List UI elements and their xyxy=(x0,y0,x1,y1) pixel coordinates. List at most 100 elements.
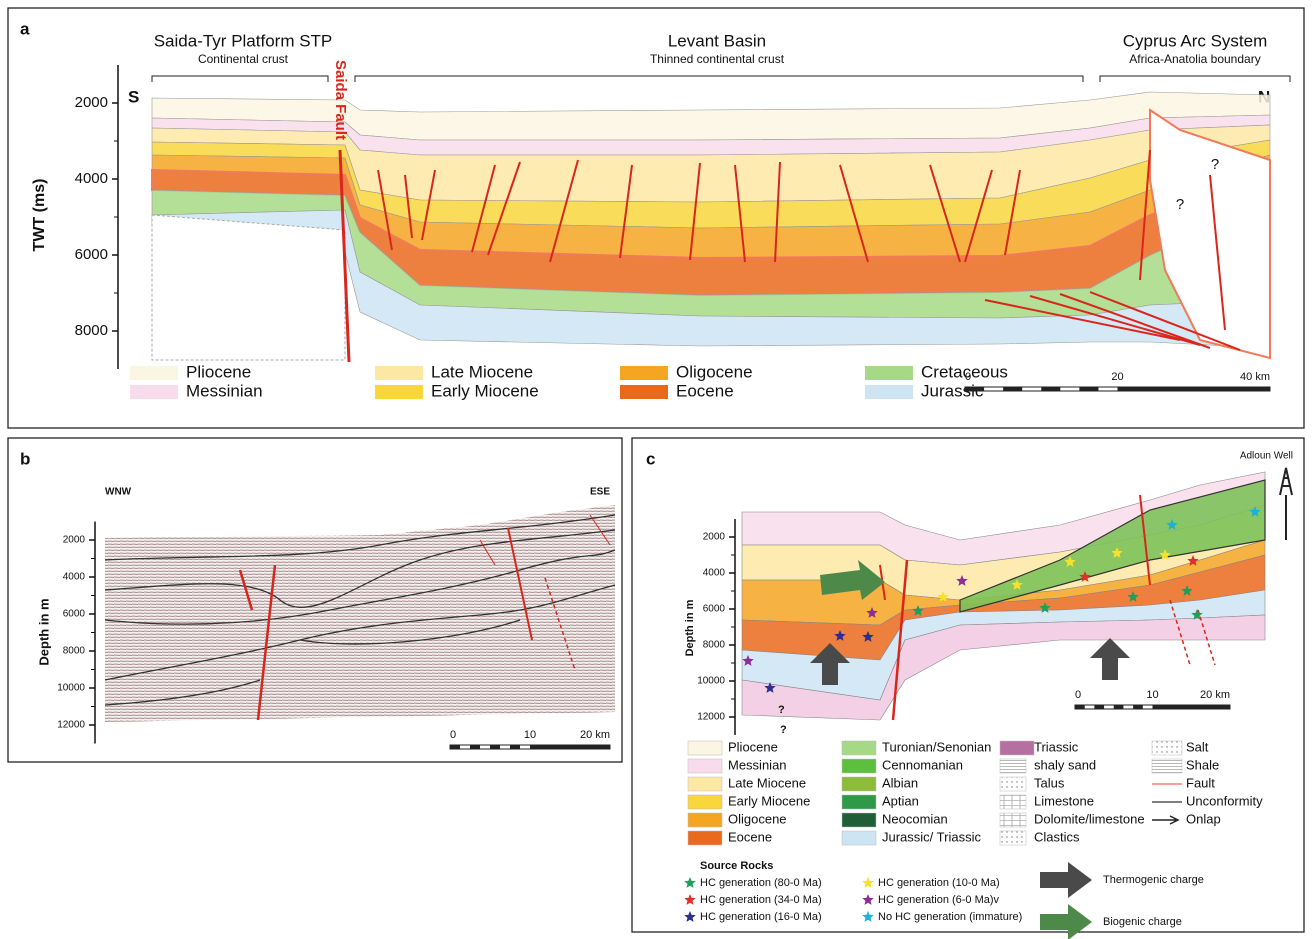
scale-bar-segment xyxy=(965,387,984,391)
legend-label: Cennomanian xyxy=(882,757,963,772)
legend-label: Pliocene xyxy=(186,362,251,381)
legend-swatch xyxy=(688,759,722,773)
y-tick-label: 10000 xyxy=(57,683,85,694)
legend-swatch xyxy=(130,385,178,399)
legend-swatch xyxy=(842,777,876,791)
legend-label: Aptian xyxy=(882,793,919,808)
legend-label: Triassic xyxy=(1034,739,1079,754)
region-title: Saida-Tyr Platform STP xyxy=(154,31,333,50)
legend-swatch xyxy=(842,795,876,809)
unknown-mark: ? xyxy=(778,704,785,716)
legend-swatch xyxy=(865,366,913,380)
star xyxy=(862,894,873,905)
star xyxy=(684,894,695,905)
y-axis-label: TWT (ms) xyxy=(31,179,48,252)
legend-label: Neocomian xyxy=(882,811,948,826)
legend-onlap xyxy=(1152,816,1178,824)
scale-bar-segment xyxy=(1114,705,1124,709)
direction-label: ESE xyxy=(590,487,610,498)
charge-label: Thermogenic charge xyxy=(1103,874,1204,886)
y-axis-label: Depth in m xyxy=(684,599,696,656)
scale-label: 10 xyxy=(524,729,536,741)
legend-swatch xyxy=(375,366,423,380)
scale-bar-segment xyxy=(510,745,520,749)
scale-bar-segment xyxy=(1003,387,1022,391)
region-subtitle: Thinned continental crust xyxy=(650,52,785,66)
scale-bar-segment xyxy=(470,745,480,749)
star xyxy=(862,877,873,888)
figure: a Saida-Tyr Platform STP Continental crust… xyxy=(0,0,1312,939)
well-derrick xyxy=(1280,468,1292,540)
legend-swatch xyxy=(375,385,423,399)
legend-label: Messinian xyxy=(728,757,787,772)
y-tick-label: 8000 xyxy=(75,322,108,339)
region-bracket xyxy=(1100,76,1290,82)
legend-swatch xyxy=(688,831,722,845)
source-rock-label: HC generation (80-0 Ma) xyxy=(700,877,822,889)
legend-label: Eocene xyxy=(728,829,772,844)
source-rock-label: HC generation (34-0 Ma) xyxy=(700,894,822,906)
scale-bar-segment xyxy=(1041,387,1060,391)
scale-bar-segment xyxy=(1094,705,1104,709)
legend-label: Limestone xyxy=(1034,793,1094,808)
legend-label: Pliocene xyxy=(728,739,778,754)
legend-label: Shale xyxy=(1186,757,1219,772)
scale-bar-segment xyxy=(490,745,500,749)
unknown-mark: ? xyxy=(1176,196,1184,213)
y-tick-label: 6000 xyxy=(75,246,108,263)
scale-bar-segment xyxy=(1079,387,1098,391)
unknown-mark: ? xyxy=(1211,156,1219,173)
legend-swatch xyxy=(1152,759,1182,773)
legend-label: shaly sand xyxy=(1034,757,1096,772)
y-tick-label: 4000 xyxy=(63,572,86,583)
legend-label: Late Miocene xyxy=(431,362,533,381)
source-rock-label: HC generation (10-0 Ma) xyxy=(878,877,1000,889)
legend-label: Clastics xyxy=(1034,829,1080,844)
y-tick-label: 12000 xyxy=(57,720,85,731)
scale-label: 0 xyxy=(450,729,456,741)
region-subtitle: Continental crust xyxy=(198,52,289,66)
scale-label: 0 xyxy=(1075,689,1081,701)
legend-swatch xyxy=(688,741,722,755)
fault-label: Saida Fault xyxy=(332,60,349,140)
star xyxy=(684,877,695,888)
panel-label: b xyxy=(20,449,30,468)
well-label: Adloun Well xyxy=(1240,451,1293,462)
panel-label: a xyxy=(20,19,30,38)
scale-label: 20 km xyxy=(1200,689,1230,701)
legend-swatch xyxy=(1000,741,1034,755)
legend-swatch xyxy=(842,759,876,773)
direction-label: WNW xyxy=(105,487,132,498)
legend-label: Fault xyxy=(1186,775,1215,790)
legend-swatch xyxy=(842,813,876,827)
legend-label: Eocene xyxy=(676,381,734,400)
legend-label: Salt xyxy=(1186,739,1209,754)
y-tick-label: 2000 xyxy=(703,532,726,543)
legend-label: Early Miocene xyxy=(728,793,810,808)
legend-swatch xyxy=(688,813,722,827)
y-tick-label: 10000 xyxy=(697,676,725,687)
y-tick-label: 8000 xyxy=(63,646,86,657)
scale-bar-segment xyxy=(530,745,610,749)
star xyxy=(862,911,873,922)
legend-label: Late Miocene xyxy=(728,775,806,790)
scale-bar-segment xyxy=(1133,705,1143,709)
scale-label: 40 km xyxy=(1240,371,1270,383)
legend-label: Oligocene xyxy=(676,362,753,381)
basement xyxy=(152,215,345,360)
seismic-section xyxy=(105,505,615,722)
thermogenic-arrow xyxy=(1090,638,1130,680)
y-tick-label: 4000 xyxy=(703,568,726,579)
charge-arrow xyxy=(1040,862,1092,898)
region-bracket xyxy=(355,76,1083,82)
legend-label: Talus xyxy=(1034,775,1065,790)
region-title: Levant Basin xyxy=(668,31,766,50)
legend-swatch xyxy=(1152,741,1182,755)
scale-label: 20 xyxy=(1111,371,1123,383)
legend-swatch xyxy=(1000,831,1026,845)
region-title: Cyprus Arc System xyxy=(1123,31,1268,50)
source-rock-label: HC generation (16-0 Ma) xyxy=(700,911,822,923)
legend-swatch xyxy=(1000,777,1026,791)
legend-swatch xyxy=(842,831,876,845)
page: a Saida-Tyr Platform STP Continental crust… xyxy=(0,0,1312,939)
